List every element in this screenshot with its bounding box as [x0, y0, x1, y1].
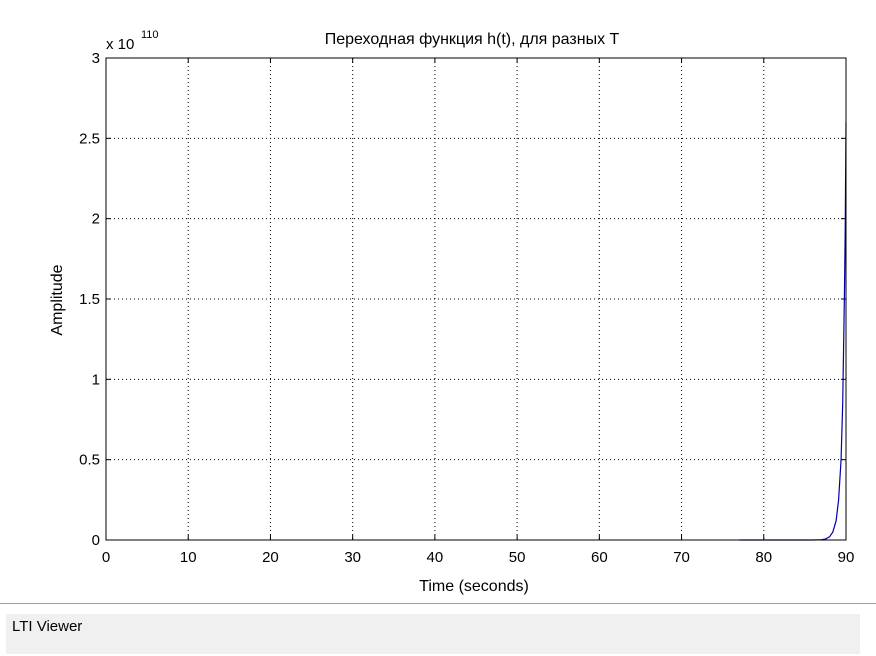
step-response-chart: 0 10 20 30 40 50 60 70 80 90 0 0.5 1 1.5 2 2.5 3 Переход…: [49, 29, 854, 595]
x-tick-label: 90: [838, 549, 855, 566]
plot-figure: 0 10 20 30 40 50 60 70 80 90 0 0.5 1 1.5 2 2.5 3 Переход…: [49, 29, 855, 595]
y-tick-label: 1.5: [79, 291, 100, 308]
x-tick-label: 80: [755, 549, 772, 566]
x-axis-label: Time (seconds): [419, 578, 529, 595]
y-axis-label: Amplitude: [49, 264, 66, 335]
grid-lines: [106, 58, 846, 540]
x-tick-label: 70: [673, 549, 690, 566]
x-tick-label: 60: [591, 549, 608, 566]
status-text: LTI Viewer: [12, 618, 83, 635]
x-tick-label: 20: [262, 549, 279, 566]
x-tick-label: 0: [102, 549, 110, 566]
chart-title: Переходная функция h(t), для разных T: [325, 31, 620, 48]
status-panel: LTI Viewer: [6, 614, 860, 654]
tick-labels: 0 10 20 30 40 50 60 70 80 90 0 0.5 1 1.5 2 2.5 3: [79, 50, 854, 566]
x-tick-label: 40: [427, 549, 444, 566]
y-tick-label: 0.5: [79, 452, 100, 469]
y-multiplier-base: x 10: [106, 36, 134, 53]
y-tick-label: 3: [92, 50, 100, 67]
y-tick-label: 1: [92, 371, 100, 388]
y-tick-label: 2.5: [79, 130, 100, 147]
y-tick-label: 0: [92, 532, 100, 549]
plot-border: [105, 57, 847, 541]
y-tick-label: 2: [92, 211, 100, 228]
x-tick-label: 50: [509, 549, 526, 566]
x-tick-label: 30: [344, 549, 361, 566]
status-bar: LTI Viewer: [0, 604, 876, 656]
status-divider: [0, 603, 876, 604]
y-multiplier-exponent: 110: [141, 29, 159, 41]
x-tick-label: 10: [180, 549, 197, 566]
